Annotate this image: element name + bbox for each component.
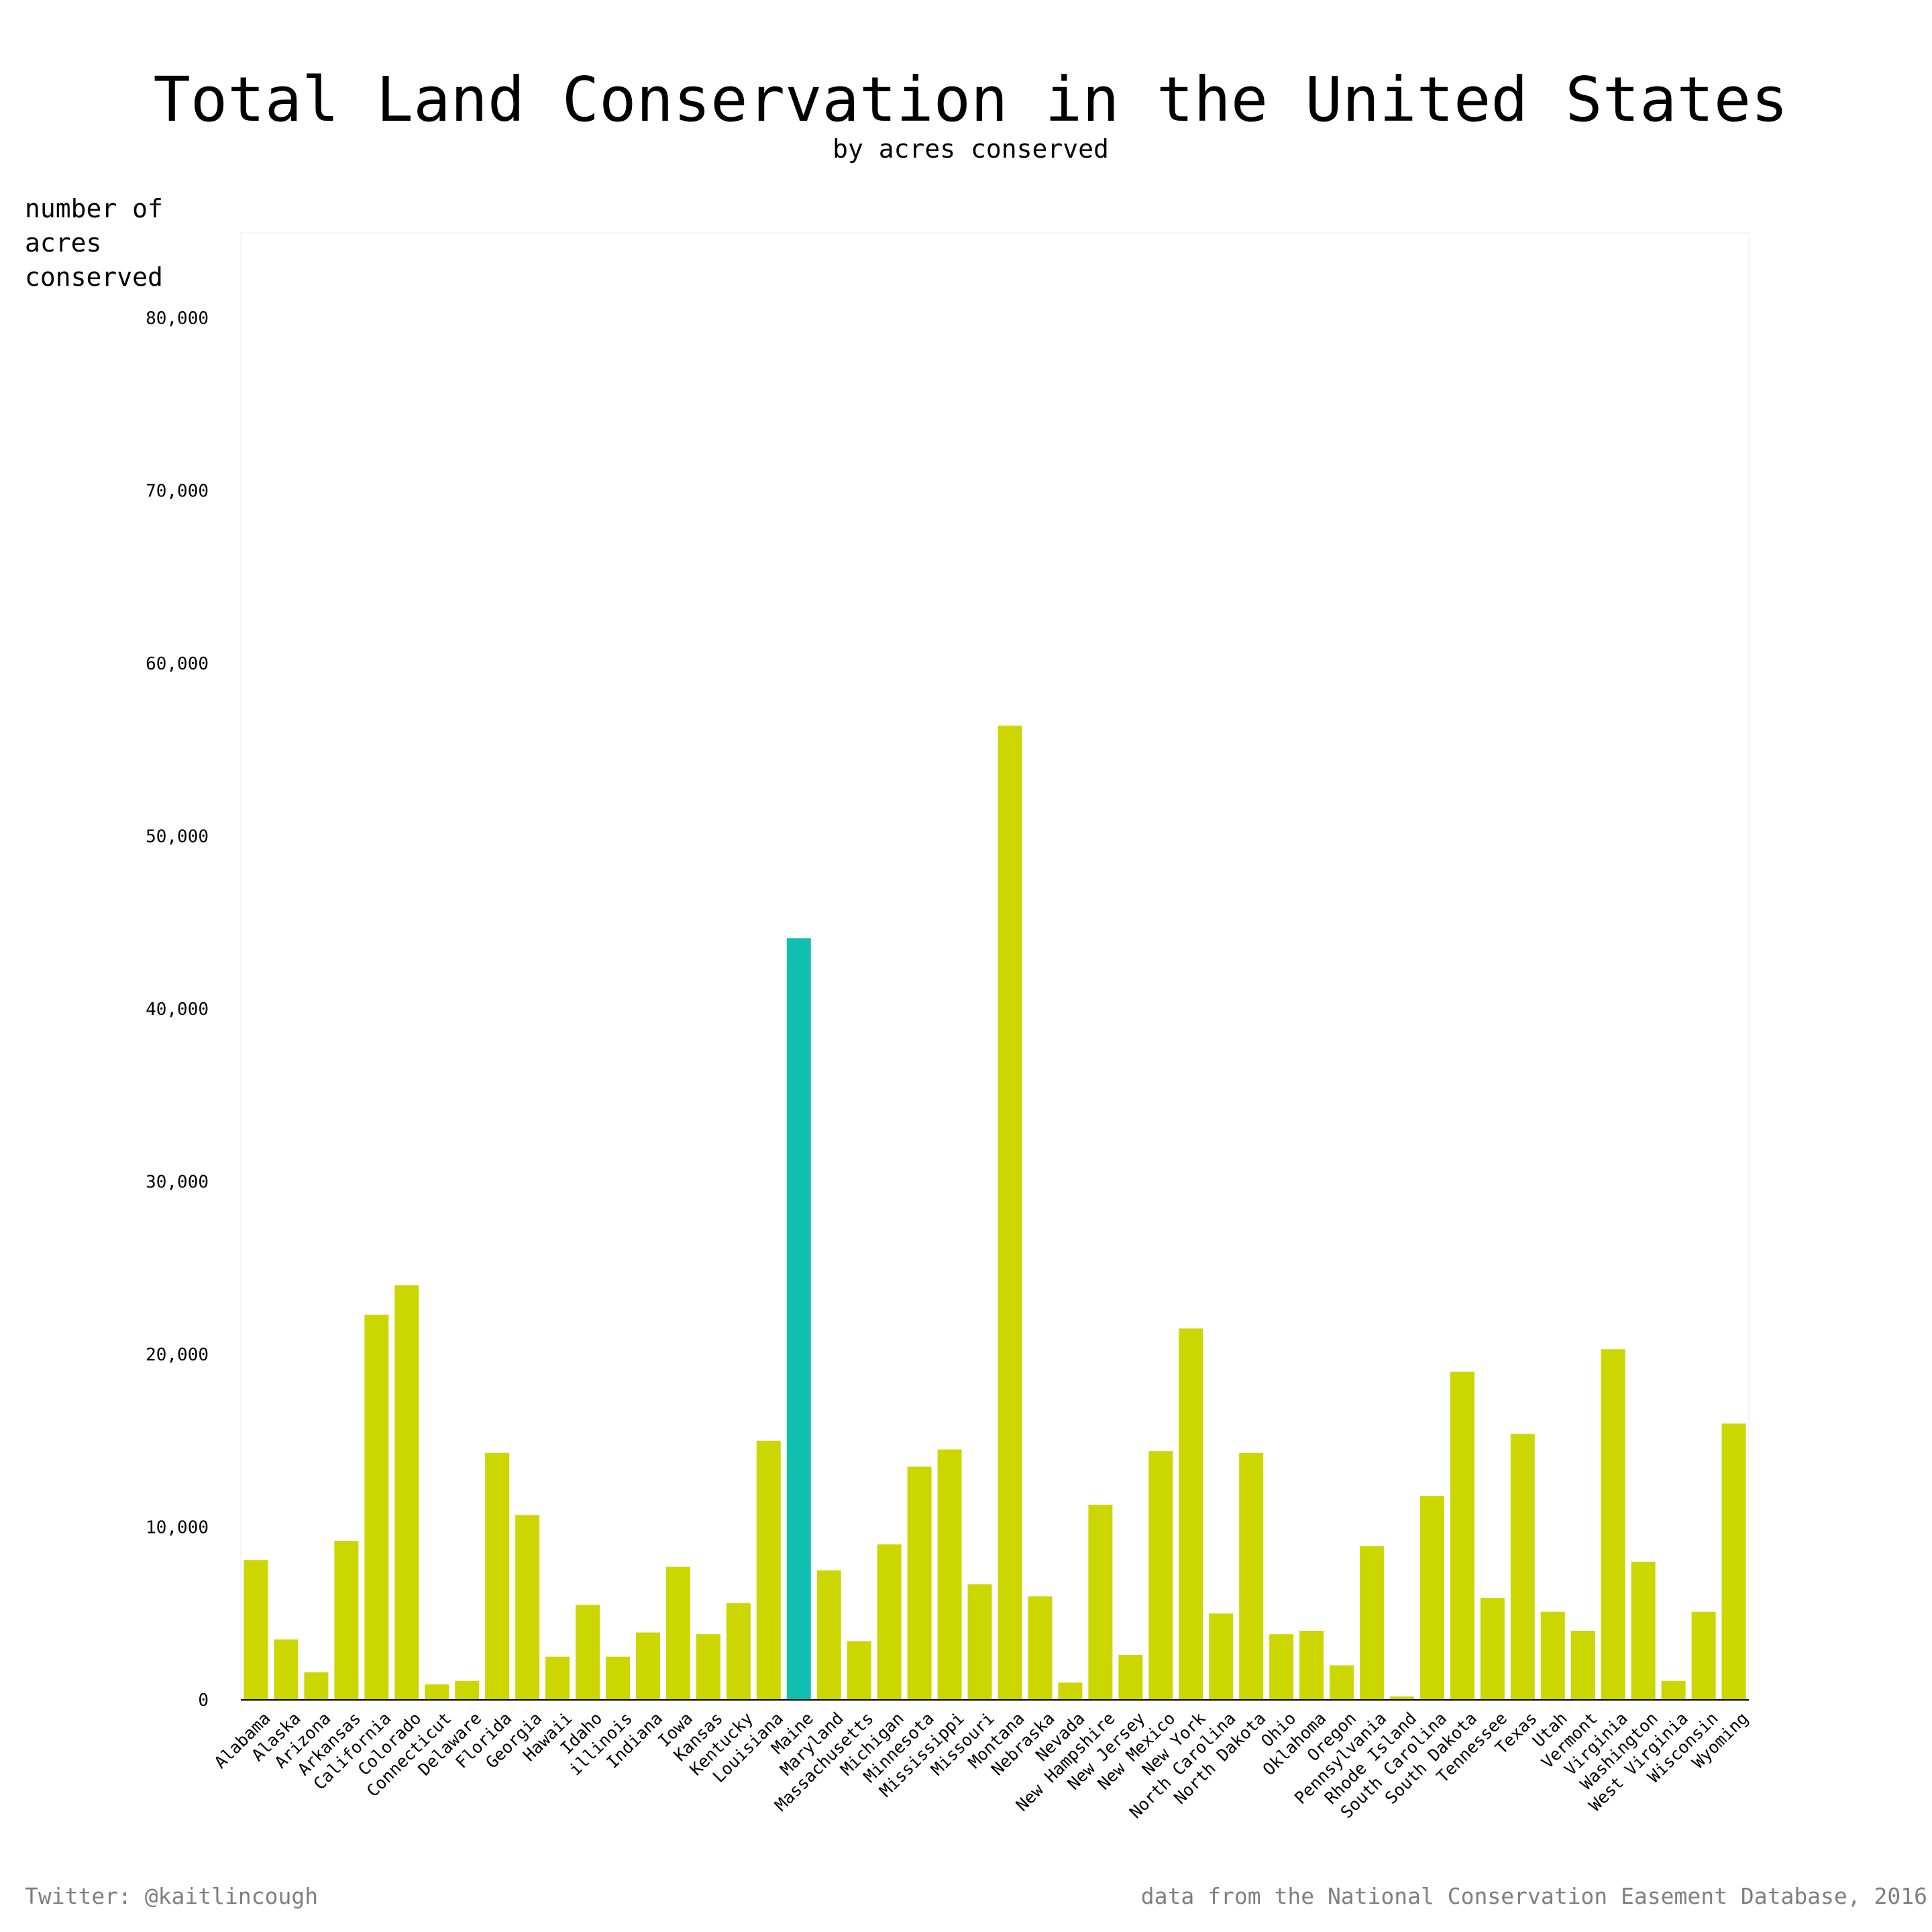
bar-georgia xyxy=(515,1515,540,1700)
y-axis-label: number of acres conserved xyxy=(25,194,163,292)
bar-nebraska xyxy=(1028,1596,1053,1700)
y-tick-label: 80,000 xyxy=(146,309,209,329)
bar-tennessee xyxy=(1480,1598,1505,1700)
bar-indiana xyxy=(635,1632,660,1700)
bar-vermont xyxy=(1570,1631,1595,1700)
y-tick-label: 40,000 xyxy=(146,1000,209,1020)
bar-kansas xyxy=(696,1634,720,1700)
bar-minnesota xyxy=(907,1466,932,1701)
bar-montana xyxy=(998,725,1022,1700)
bar-alabama xyxy=(244,1560,268,1700)
bar-oregon xyxy=(1330,1665,1354,1700)
y-axis-label-line: acres xyxy=(25,228,101,258)
bar-illinois xyxy=(606,1656,630,1701)
y-tick-label: 30,000 xyxy=(146,1173,209,1193)
bar-arkansas xyxy=(334,1541,359,1700)
bar-connecticut xyxy=(425,1684,449,1700)
bar-west-virginia xyxy=(1661,1680,1686,1700)
bar-virginia xyxy=(1601,1349,1625,1701)
bar-texas xyxy=(1510,1434,1535,1700)
bar-ohio xyxy=(1269,1634,1294,1700)
bar-north-carolina xyxy=(1209,1613,1234,1700)
y-tick-label: 70,000 xyxy=(146,482,209,502)
bar-massachusetts xyxy=(847,1641,871,1700)
bar-new-york xyxy=(1179,1328,1203,1701)
bar-colorado xyxy=(394,1285,419,1700)
bar-series xyxy=(244,725,1746,1701)
y-tick-label: 0 xyxy=(198,1690,209,1711)
bar-california xyxy=(364,1314,389,1701)
bar-kentucky xyxy=(726,1603,751,1700)
bar-louisiana xyxy=(756,1440,781,1700)
bar-arizona xyxy=(304,1672,329,1700)
y-tick-label: 20,000 xyxy=(146,1345,209,1365)
chart-subtitle: by acres conserved xyxy=(833,134,1109,164)
bar-missouri xyxy=(967,1584,992,1700)
bar-nevada xyxy=(1058,1682,1083,1700)
y-tick-label: 50,000 xyxy=(146,827,209,847)
y-axis-label-line: number of xyxy=(25,194,163,223)
bar-mississippi xyxy=(937,1449,962,1701)
footer-credit: Twitter: @kaitlincough xyxy=(25,1883,318,1909)
bar-pennsylvania xyxy=(1360,1546,1384,1700)
bar-utah xyxy=(1540,1611,1565,1700)
bar-alaska xyxy=(274,1639,299,1701)
bar-rhode-island xyxy=(1389,1696,1414,1700)
y-axis-ticks: 0 10,000 20,000 30,000 40,000 50,000 60,000 70,… xyxy=(146,309,209,1711)
bar-hawaii xyxy=(545,1656,570,1701)
chart-title: Total Land Conservation in the United St… xyxy=(153,64,1788,136)
footer-source: data from the National Conservation Ease… xyxy=(1141,1883,1927,1909)
bar-michigan xyxy=(877,1544,902,1700)
bar-new-mexico xyxy=(1148,1451,1173,1700)
y-axis-label-line: conserved xyxy=(25,262,163,292)
bar-maryland xyxy=(816,1570,841,1701)
bar-new-hampshire xyxy=(1088,1505,1113,1700)
bar-north-dakota xyxy=(1239,1452,1264,1700)
bar-iowa xyxy=(665,1566,690,1700)
y-tick-label: 60,000 xyxy=(146,654,209,674)
bar-new-jersey xyxy=(1118,1655,1143,1700)
bar-florida xyxy=(485,1452,510,1700)
bar-maine xyxy=(786,938,811,1700)
bar-oklahoma xyxy=(1299,1631,1324,1700)
bar-south-carolina xyxy=(1419,1496,1444,1700)
bar-south-dakota xyxy=(1450,1371,1474,1700)
bar-idaho xyxy=(576,1605,600,1701)
bar-wyoming xyxy=(1721,1424,1746,1700)
bar-washington xyxy=(1631,1562,1656,1700)
bar-delaware xyxy=(455,1680,480,1700)
bar-wisconsin xyxy=(1691,1611,1716,1700)
y-tick-label: 10,000 xyxy=(146,1518,209,1538)
x-axis-ticks: AlabamaAlaskaArizonaArkansasCaliforniaCo… xyxy=(211,1709,1752,1823)
